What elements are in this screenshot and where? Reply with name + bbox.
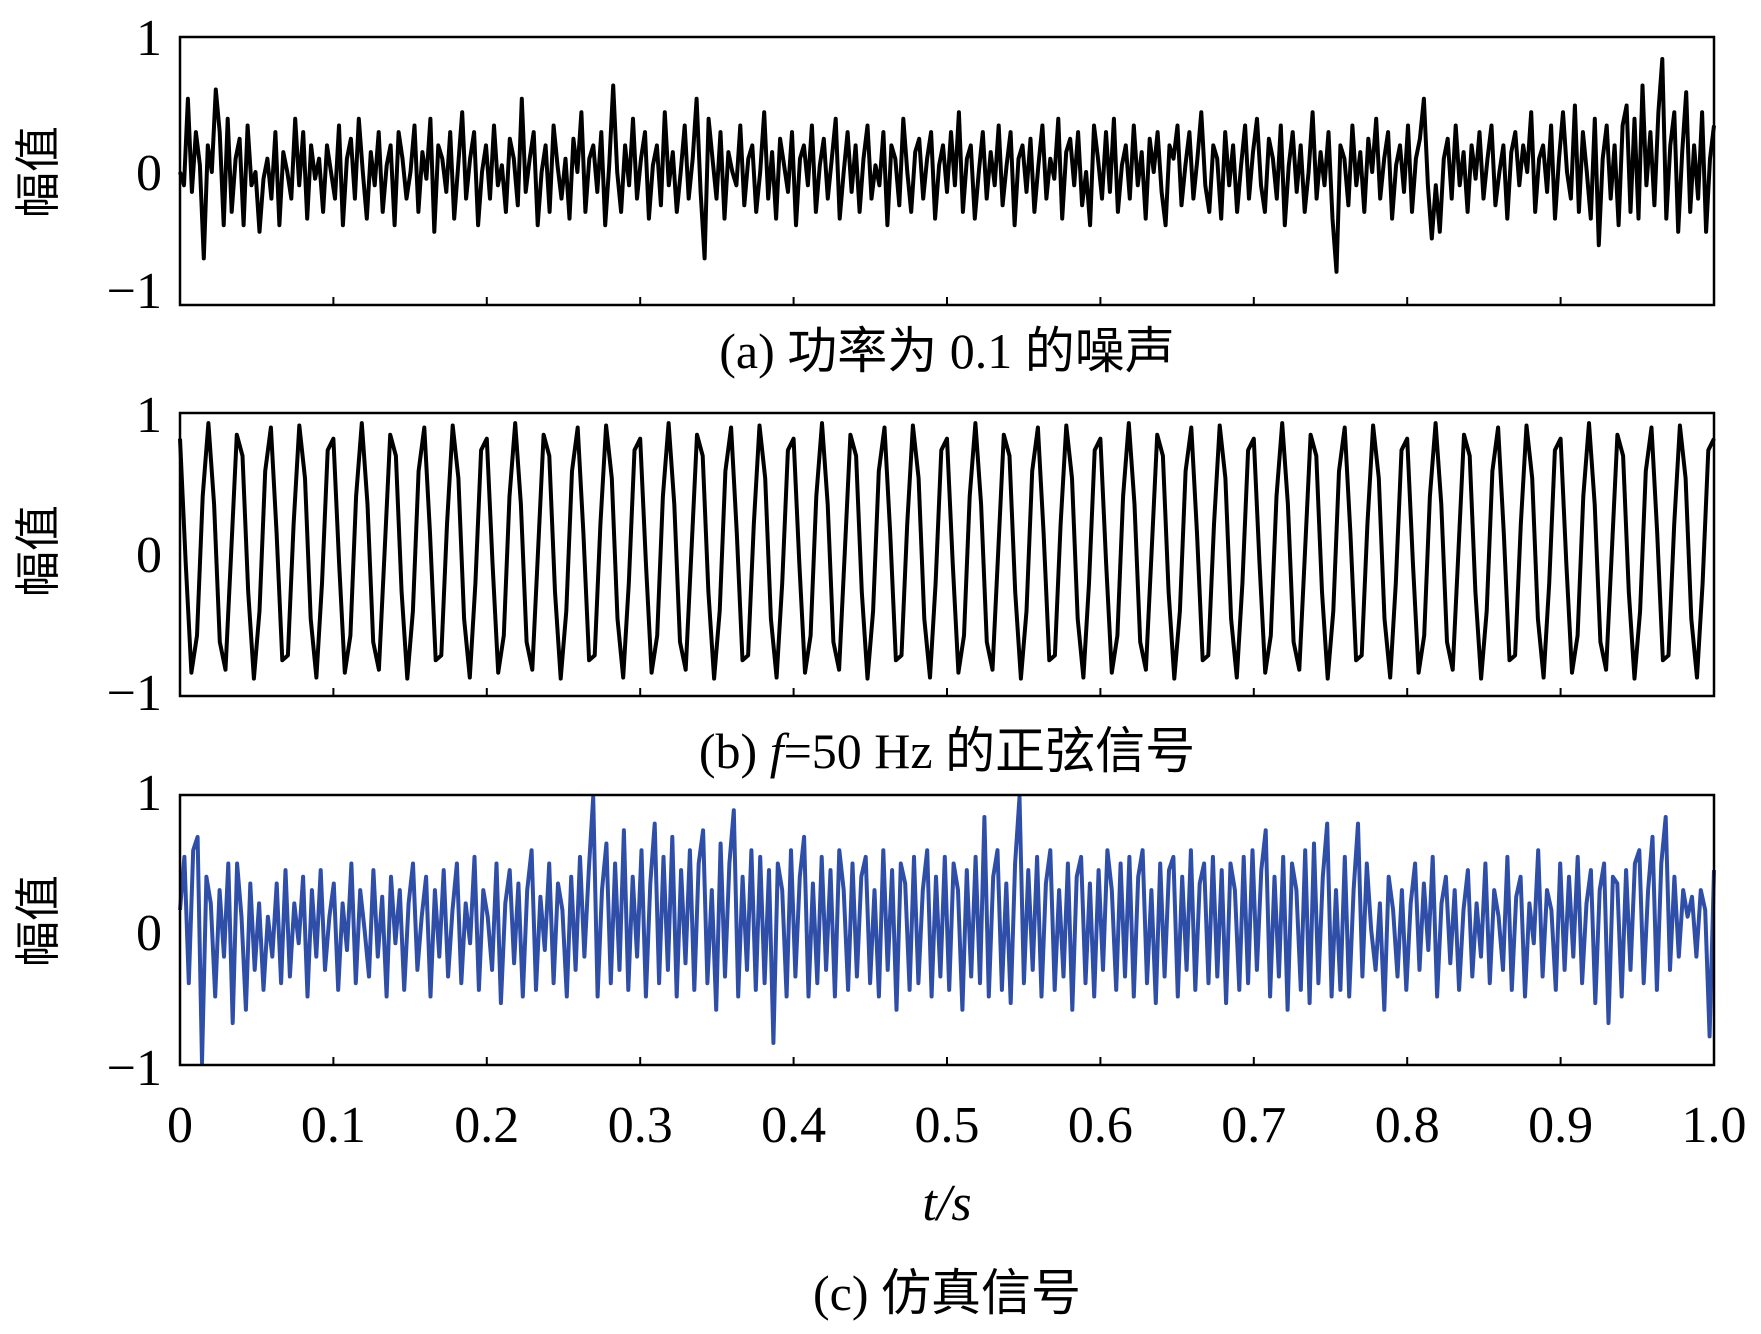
xtick-label: 0.9 bbox=[1528, 1097, 1593, 1154]
xtick-label: 0.3 bbox=[608, 1097, 673, 1154]
panel-c-ytick-mid: 0 bbox=[136, 905, 162, 962]
panel-c-frame bbox=[178, 793, 1716, 1067]
panel-b-frame bbox=[178, 411, 1716, 698]
panel-b-xticks bbox=[332, 688, 1562, 696]
xtick-label: 0.8 bbox=[1375, 1097, 1440, 1154]
panel-b-ylabel: 幅值 bbox=[11, 505, 65, 597]
panel-b-caption-prefix: (b) bbox=[699, 723, 757, 779]
panel-b-ytick-top: 1 bbox=[136, 387, 162, 444]
panel-c-ylabel: 幅值 bbox=[11, 875, 65, 967]
panel-c-signal-line bbox=[178, 795, 1716, 1065]
panel-b-ytick-bottom: −1 bbox=[107, 665, 162, 722]
panel-a-ytick-bottom: −1 bbox=[107, 263, 162, 320]
xtick-label: 1.0 bbox=[1682, 1097, 1747, 1154]
xtick-label: 0.5 bbox=[915, 1097, 980, 1154]
panel-a-frame bbox=[178, 35, 1716, 307]
panel-a-xticks bbox=[332, 297, 1562, 305]
panel-a-noise: 幅值 1 0 −1 (a) 功率为 0.1 的噪声 bbox=[11, 10, 1716, 379]
panel-c-xtick-labels: 0 0.1 0.2 0.3 0.4 0.5 0.6 0.7 0.8 0.9 1.0 bbox=[167, 1097, 1747, 1154]
panel-a-noise-line bbox=[178, 57, 1716, 274]
panel-c-xlabel: t/s bbox=[922, 1175, 971, 1232]
panel-c-caption: (c) 仿真信号 bbox=[813, 1265, 1081, 1321]
panel-b-sine-line bbox=[178, 421, 1716, 681]
panel-a-ytick-mid: 0 bbox=[136, 145, 162, 202]
panel-b-sine: 幅值 1 0 −1 (b) f=50 Hz 的正弦信号 bbox=[11, 387, 1716, 779]
panel-c-ytick-top: 1 bbox=[136, 765, 162, 822]
panel-a-ylabel: 幅值 bbox=[11, 126, 65, 218]
xtick-label: 0.4 bbox=[761, 1097, 826, 1154]
panel-b-caption: (b) f=50 Hz 的正弦信号 bbox=[699, 723, 1195, 779]
panel-b-caption-rest: =50 Hz 的正弦信号 bbox=[784, 723, 1196, 779]
panel-a-caption: (a) 功率为 0.1 的噪声 bbox=[719, 323, 1175, 379]
xtick-label: 0.2 bbox=[454, 1097, 519, 1154]
panel-b-ytick-mid: 0 bbox=[136, 527, 162, 584]
panel-c-ytick-bottom: −1 bbox=[107, 1040, 162, 1097]
panel-a-ytick-top: 1 bbox=[136, 10, 162, 67]
panel-c-xticks bbox=[332, 1057, 1562, 1065]
xtick-label: 0.7 bbox=[1221, 1097, 1286, 1154]
panel-c-simulated: 幅值 1 0 −1 0 0.1 0.2 0.3 0.4 0.5 0.6 0.7 0.8 0.9 1.… bbox=[11, 765, 1747, 1321]
xtick-label: 0 bbox=[167, 1097, 193, 1154]
xtick-label: 0.6 bbox=[1068, 1097, 1133, 1154]
xtick-label: 0.1 bbox=[301, 1097, 366, 1154]
